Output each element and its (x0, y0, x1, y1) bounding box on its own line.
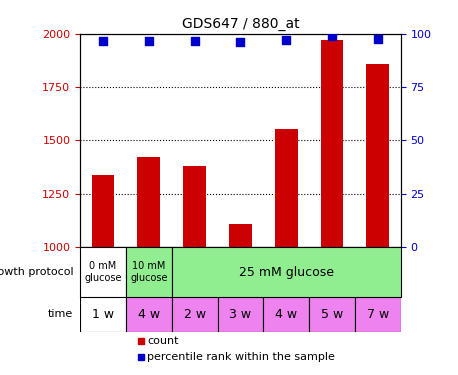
Title: GDS647 / 880_at: GDS647 / 880_at (182, 17, 299, 32)
Text: 3 w: 3 w (229, 308, 251, 321)
Text: 5 w: 5 w (321, 308, 343, 321)
Text: 4 w: 4 w (138, 308, 160, 321)
FancyBboxPatch shape (355, 297, 401, 332)
FancyBboxPatch shape (126, 297, 172, 332)
Text: 0 mM
glucose: 0 mM glucose (84, 261, 122, 283)
FancyBboxPatch shape (80, 247, 126, 297)
FancyBboxPatch shape (126, 247, 172, 297)
Bar (275, 129, 298, 247)
Text: time: time (48, 309, 73, 320)
Text: growth protocol: growth protocol (0, 267, 73, 277)
Point (283, 37, 290, 43)
Text: 7 w: 7 w (367, 308, 389, 321)
Point (328, 33, 336, 39)
Point (374, 36, 382, 42)
Bar (229, 224, 252, 247)
Bar (321, 40, 344, 247)
Text: 25 mM glucose: 25 mM glucose (239, 266, 334, 279)
FancyBboxPatch shape (309, 297, 355, 332)
Text: 1 w: 1 w (92, 308, 114, 321)
Text: percentile rank within the sample: percentile rank within the sample (147, 352, 335, 362)
Text: 2 w: 2 w (184, 308, 206, 321)
Point (145, 38, 153, 44)
FancyBboxPatch shape (172, 247, 401, 297)
Point (99, 38, 107, 44)
Text: 10 mM
glucose: 10 mM glucose (130, 261, 168, 283)
Text: count: count (147, 336, 179, 346)
FancyBboxPatch shape (172, 297, 218, 332)
Bar (92, 174, 114, 247)
Bar (183, 166, 206, 247)
Bar (137, 158, 160, 247)
Text: 4 w: 4 w (275, 308, 297, 321)
FancyBboxPatch shape (218, 297, 263, 332)
Point (191, 38, 198, 44)
FancyBboxPatch shape (80, 297, 126, 332)
Point (237, 39, 244, 45)
Bar (366, 64, 389, 247)
FancyBboxPatch shape (263, 297, 309, 332)
